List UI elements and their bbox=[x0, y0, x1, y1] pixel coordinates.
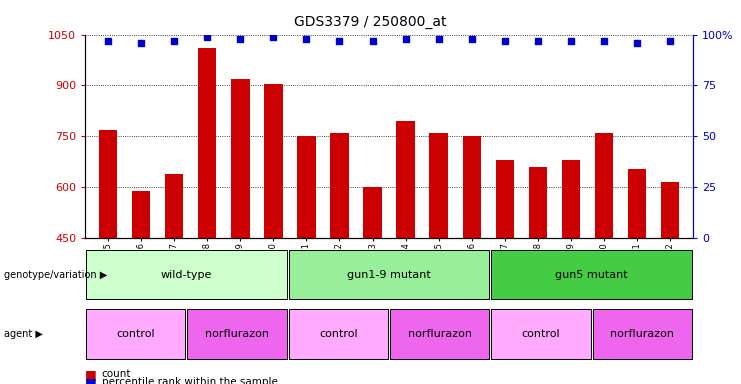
FancyBboxPatch shape bbox=[491, 310, 591, 359]
FancyBboxPatch shape bbox=[187, 310, 287, 359]
Text: norflurazon: norflurazon bbox=[610, 329, 674, 339]
Bar bbox=[562, 160, 579, 238]
Bar bbox=[330, 133, 348, 238]
Point bbox=[664, 38, 676, 44]
Text: GDS3379 / 250800_at: GDS3379 / 250800_at bbox=[294, 15, 447, 29]
Point bbox=[234, 36, 246, 42]
Bar bbox=[396, 121, 415, 238]
Point bbox=[598, 38, 610, 44]
Bar bbox=[528, 167, 547, 238]
FancyBboxPatch shape bbox=[86, 250, 287, 299]
Bar bbox=[297, 136, 316, 238]
Point bbox=[532, 38, 544, 44]
Point bbox=[499, 38, 511, 44]
Bar bbox=[628, 169, 645, 238]
FancyBboxPatch shape bbox=[289, 310, 388, 359]
Text: wild-type: wild-type bbox=[161, 270, 212, 280]
Text: control: control bbox=[522, 329, 560, 339]
Bar bbox=[231, 79, 250, 238]
Text: agent ▶: agent ▶ bbox=[4, 329, 42, 339]
Text: norflurazon: norflurazon bbox=[205, 329, 269, 339]
Point bbox=[102, 38, 114, 44]
Text: gun1-9 mutant: gun1-9 mutant bbox=[347, 270, 431, 280]
Text: gun5 mutant: gun5 mutant bbox=[555, 270, 628, 280]
Point bbox=[399, 36, 411, 42]
Bar bbox=[363, 187, 382, 238]
Bar bbox=[430, 133, 448, 238]
Text: count: count bbox=[102, 369, 131, 379]
Text: ■: ■ bbox=[85, 368, 97, 381]
Text: control: control bbox=[319, 329, 358, 339]
Point bbox=[465, 36, 477, 42]
Bar bbox=[165, 174, 184, 238]
Text: control: control bbox=[116, 329, 155, 339]
Point bbox=[268, 33, 279, 40]
FancyBboxPatch shape bbox=[491, 250, 692, 299]
Bar bbox=[661, 182, 679, 238]
FancyBboxPatch shape bbox=[86, 310, 185, 359]
Point bbox=[333, 38, 345, 44]
Point bbox=[301, 36, 313, 42]
FancyBboxPatch shape bbox=[593, 310, 692, 359]
Text: ■: ■ bbox=[85, 376, 97, 384]
Bar bbox=[199, 48, 216, 238]
Bar bbox=[99, 129, 117, 238]
Text: norflurazon: norflurazon bbox=[408, 329, 472, 339]
Bar bbox=[265, 84, 282, 238]
FancyBboxPatch shape bbox=[289, 250, 489, 299]
Point bbox=[631, 40, 642, 46]
Point bbox=[168, 38, 180, 44]
Bar bbox=[462, 136, 481, 238]
Bar bbox=[594, 133, 613, 238]
Text: percentile rank within the sample: percentile rank within the sample bbox=[102, 377, 277, 384]
Point bbox=[433, 36, 445, 42]
Bar bbox=[133, 190, 150, 238]
Point bbox=[136, 40, 147, 46]
FancyBboxPatch shape bbox=[390, 310, 489, 359]
Point bbox=[202, 33, 213, 40]
Text: genotype/variation ▶: genotype/variation ▶ bbox=[4, 270, 107, 280]
Point bbox=[565, 38, 576, 44]
Bar bbox=[496, 160, 514, 238]
Point bbox=[367, 38, 379, 44]
